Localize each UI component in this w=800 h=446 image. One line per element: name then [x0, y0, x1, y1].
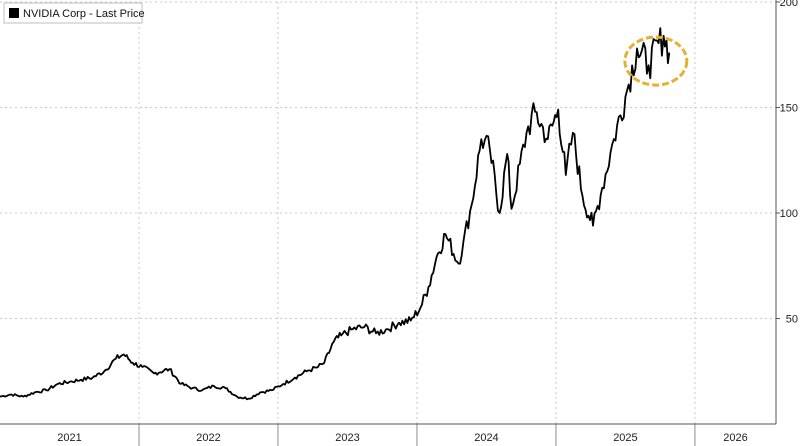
x-tick-label: 2025 — [613, 432, 637, 444]
x-tick-label: 2024 — [474, 432, 498, 444]
x-tick-label: 2023 — [335, 432, 359, 444]
price-line — [0, 27, 671, 401]
highlight-ellipse — [623, 35, 689, 87]
x-tick-label: 2021 — [57, 432, 81, 444]
x-tick-label: 2022 — [196, 432, 220, 444]
legend: NVIDIA Corp - Last Price — [3, 2, 145, 24]
y-tick-label: 150 — [780, 103, 798, 115]
legend-box — [3, 2, 143, 24]
series-layer — [0, 27, 671, 401]
plot-area — [0, 0, 776, 424]
y-tick-label: 200 — [780, 0, 798, 9]
x-tick-label: 2026 — [723, 432, 747, 444]
legend-swatch — [9, 8, 19, 18]
grid-lines — [0, 1, 776, 424]
legend-entry: NVIDIA Corp - Last Price — [23, 8, 145, 20]
y-tick-label: 50 — [786, 314, 798, 326]
annotation-layer — [623, 35, 689, 87]
y-tick-label: 100 — [780, 208, 798, 220]
